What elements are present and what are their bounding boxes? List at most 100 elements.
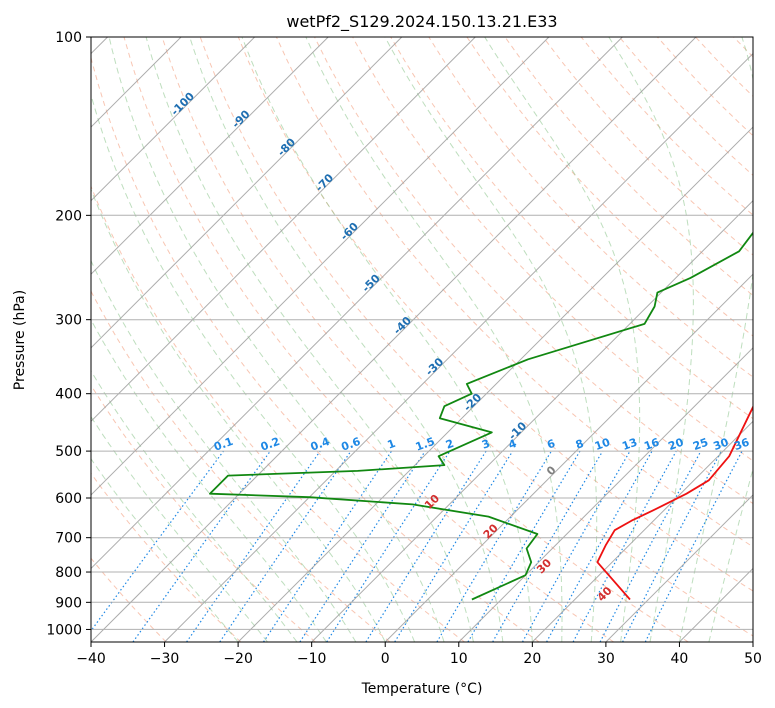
- x-axis-title: Temperature (°C): [361, 681, 483, 697]
- dry-adiabat: [390, 37, 753, 420]
- isotherm-line: [384, 273, 753, 642]
- y-tick-label: 800: [55, 565, 82, 581]
- background-lines: [91, 37, 753, 642]
- dry-adiabat: [504, 37, 753, 296]
- x-tick-label: −10: [297, 651, 327, 667]
- mixing-ratio-label: 6: [545, 437, 557, 452]
- isotherm-line: [237, 126, 753, 642]
- mixing-ratio-label: 0.6: [340, 435, 363, 454]
- isotherm-line: [91, 37, 329, 275]
- mixing-ratio-label: 0.1: [212, 435, 235, 454]
- moist-adiabat: [91, 188, 386, 642]
- mixing-ratio-label: 1: [386, 437, 398, 452]
- moist-adiabat: [678, 37, 753, 642]
- dewpoint-line: [209, 231, 753, 601]
- dry-adiabat: [91, 185, 465, 642]
- chart-title: wetPf2_S129.2024.150.13.21.E33: [286, 12, 557, 32]
- moist-adiabat: [384, 37, 598, 642]
- moist-adiabat: [305, 37, 563, 642]
- sounding-series: [209, 231, 753, 601]
- dry-adiabat: [161, 37, 689, 642]
- dry-adiabat: [275, 37, 753, 548]
- moist-adiabat: [708, 467, 753, 642]
- mixing-ratio-line: [644, 450, 743, 642]
- isotherm-line: [752, 641, 753, 642]
- isotherm-line: [311, 199, 753, 642]
- x-tick-label: 40: [671, 651, 689, 667]
- mixing-ratio-label: 36: [732, 435, 751, 453]
- mixing-ratio-label: 0.4: [309, 435, 332, 454]
- mixing-ratio-line: [572, 450, 677, 642]
- mixing-ratio-line: [521, 450, 631, 642]
- mixing-ratio-label: 16: [642, 435, 661, 453]
- y-tick-label: 300: [55, 313, 82, 329]
- y-tick-label: 700: [55, 531, 82, 547]
- x-tick-label: 50: [744, 651, 762, 667]
- mixing-ratio-line: [299, 450, 426, 642]
- dry-adiabat: [123, 37, 614, 642]
- moist-adiabat: [241, 37, 533, 642]
- isotherm-line: [91, 37, 256, 202]
- mixing-ratio-line: [186, 450, 321, 642]
- moist-adiabat: [189, 37, 504, 642]
- mixing-ratio-line: [262, 450, 392, 642]
- moist-adiabat: [608, 37, 694, 642]
- moist-adiabat: [91, 369, 298, 642]
- plot-frame: [90, 36, 754, 643]
- moist-adiabat: [484, 37, 641, 642]
- x-tick-label: −40: [76, 651, 106, 667]
- mixing-ratio-label: 1.5: [414, 435, 437, 454]
- y-tick-label: 900: [55, 595, 82, 611]
- isotherm-line: [91, 37, 550, 496]
- isotherm-line: [458, 347, 753, 642]
- dry-adiabat: [237, 37, 753, 592]
- isotherm-line: [91, 37, 476, 423]
- moist-adiabat: [91, 259, 357, 642]
- mixing-ratio-label: 4: [507, 437, 519, 452]
- isotherm-line: [605, 494, 753, 642]
- isotherm-line: [91, 37, 623, 570]
- y-tick-label: 100: [55, 30, 82, 46]
- y-tick-label: 600: [55, 491, 82, 507]
- dry-adiabat: [91, 557, 167, 642]
- mixing-ratio-label: 0.2: [259, 435, 282, 454]
- y-tick-label: 500: [55, 444, 82, 460]
- y-tick-label: 200: [55, 208, 82, 224]
- mixing-ratio-label: 10: [593, 435, 612, 453]
- dry-adiabat: [91, 384, 316, 642]
- mixing-ratio-label: 8: [574, 437, 586, 452]
- moist-adiabat: [91, 457, 239, 642]
- dry-adiabat: [466, 37, 753, 337]
- mixing-ratio-line: [546, 450, 653, 642]
- mixing-ratio-label: 2: [444, 437, 456, 452]
- mixing-ratio-label: 20: [666, 435, 685, 453]
- mixing-ratio-label: 30: [712, 435, 731, 453]
- temperature-line: [596, 404, 753, 601]
- dry-adiabat: [91, 55, 540, 642]
- moist-adiabat: [145, 37, 474, 642]
- y-axis: 100 200 300 400 500 600 700 800 900 1000: [46, 30, 91, 638]
- x-tick-label: 10: [450, 651, 468, 667]
- x-tick-label: 20: [523, 651, 541, 667]
- y-tick-label: 1000: [46, 622, 82, 638]
- moist-adiabat: [108, 37, 445, 642]
- mixing-ratio-label: 25: [691, 436, 710, 453]
- mixing-ratio-line: [91, 450, 224, 632]
- mixing-ratio-line: [132, 450, 271, 642]
- dry-adiabat: [314, 37, 753, 505]
- x-tick-label: 30: [597, 651, 615, 667]
- x-axis: −40 −30 −20 −10 0 10 20 30 40 50: [76, 642, 762, 667]
- moist-adiabat: [91, 318, 327, 642]
- mixing-ratio-line: [326, 450, 451, 642]
- x-tick-label: −30: [150, 651, 180, 667]
- plot-background: [91, 37, 753, 642]
- y-tick-label: 400: [55, 387, 82, 403]
- grid-lines: [91, 37, 753, 642]
- isotherm-line: [531, 420, 753, 642]
- isotherm-line: [91, 37, 697, 642]
- dry-adiabat: [91, 290, 391, 642]
- dry-adiabat: [91, 472, 242, 642]
- mixing-ratio-label: 3: [480, 437, 492, 452]
- x-tick-label: 0: [381, 651, 390, 667]
